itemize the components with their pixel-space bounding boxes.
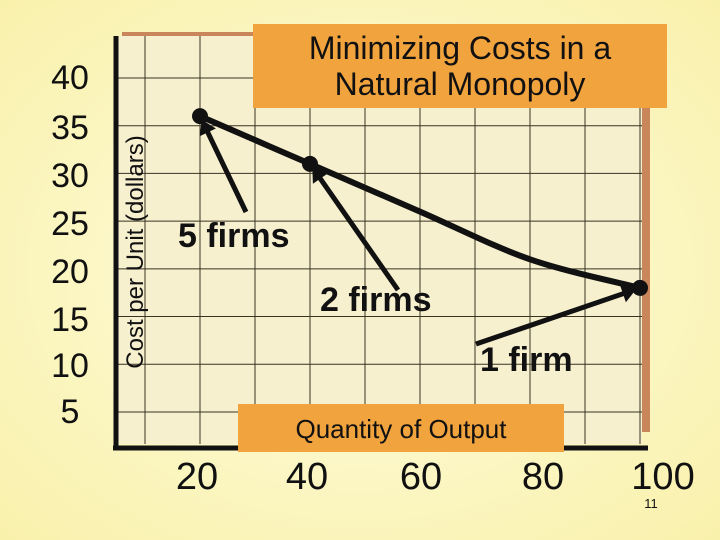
cost-curve <box>197 113 643 291</box>
y-axis-label: Cost per Unit (dollars) <box>122 135 149 369</box>
y-tick-label: 10 <box>51 347 89 385</box>
annotation-arrow-shaft <box>314 172 401 292</box>
y-tick-label: 25 <box>51 205 89 243</box>
x-tick-label: 100 <box>631 456 695 498</box>
y-tick-label: 30 <box>51 157 89 195</box>
y-tick-label: 20 <box>51 253 89 291</box>
x-tick-label: 40 <box>285 456 329 498</box>
y-tick-label: 35 <box>51 109 89 147</box>
data-point <box>302 155 318 172</box>
y-tick-label: 40 <box>51 59 89 97</box>
x-tick-label: 20 <box>175 456 219 498</box>
annotation-5-firms: 5 firms <box>178 217 290 255</box>
annotation-arrow-shaft <box>202 125 249 214</box>
x-tick-label: 60 <box>399 456 443 498</box>
data-point <box>192 108 208 125</box>
annotation-2-firms: 2 firms <box>320 281 432 319</box>
annotation-arrowhead <box>199 119 216 137</box>
annotation-1-firm: 1 firm <box>480 341 573 379</box>
x-axis-label: Quantity of Output <box>238 404 564 452</box>
chart-title: Minimizing Costs in a Natural Monopoly <box>253 24 667 108</box>
y-tick-label: 5 <box>60 393 80 431</box>
slide-number: 11 <box>644 496 658 511</box>
annotation-arrowhead <box>312 167 328 184</box>
data-point <box>632 279 648 296</box>
annotation-arrow-shaft <box>475 289 630 347</box>
y-tick-label: 15 <box>51 301 89 339</box>
x-tick-label: 80 <box>521 456 565 498</box>
